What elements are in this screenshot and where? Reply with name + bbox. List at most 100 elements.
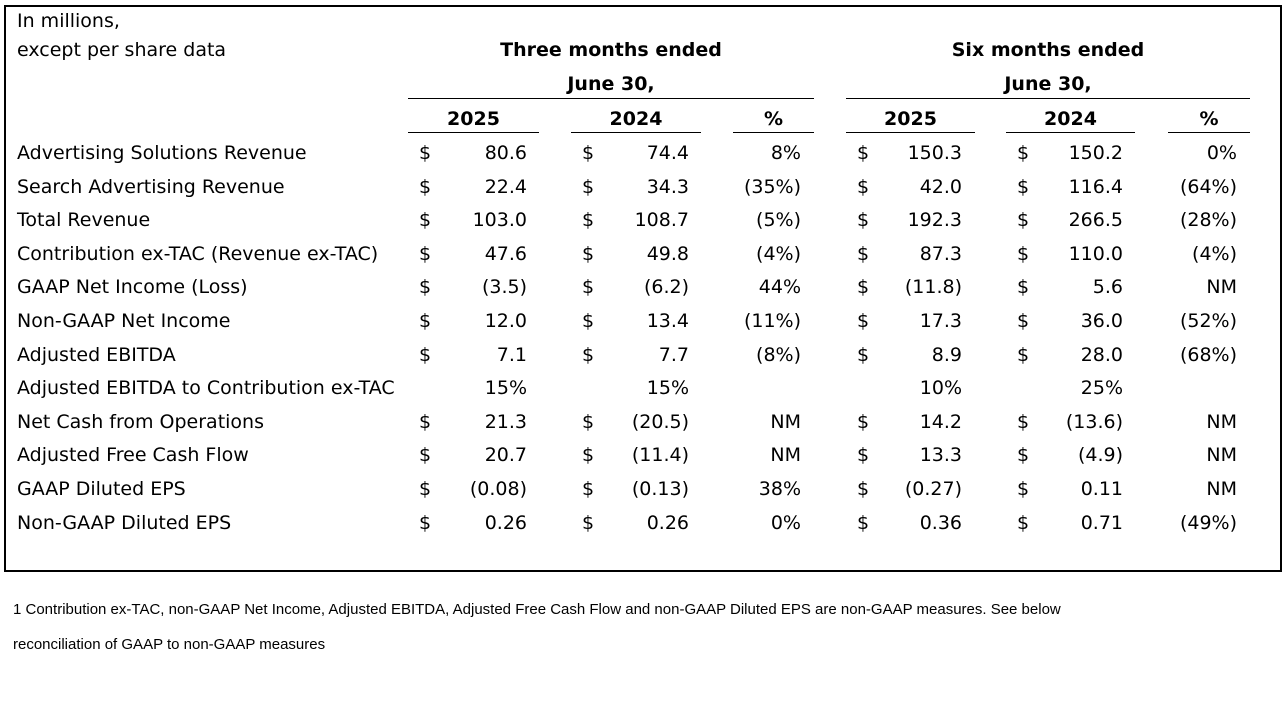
table-cell: 34.3 bbox=[646, 175, 689, 198]
currency-symbol: $ bbox=[1017, 142, 1030, 164]
currency-symbol: $ bbox=[857, 343, 870, 366]
six-months-underline bbox=[846, 98, 1250, 99]
table-cell: 49.8 bbox=[646, 242, 689, 265]
table-cell: 7.1 bbox=[496, 343, 527, 366]
table-cell: (8%) bbox=[756, 343, 801, 366]
currency-symbol: $ bbox=[582, 209, 595, 232]
table-cell: 10% bbox=[919, 377, 962, 400]
column-header-underline bbox=[408, 132, 539, 133]
row-label: Total Revenue bbox=[17, 209, 151, 232]
row-label: Non-GAAP Net Income bbox=[17, 310, 231, 332]
three-months-header: Three months ended bbox=[500, 39, 722, 61]
currency-symbol: $ bbox=[582, 175, 595, 198]
table-cell: NM bbox=[1206, 276, 1237, 299]
table-cell: 150.2 bbox=[1068, 142, 1123, 164]
column-header-5: 2024 bbox=[1044, 108, 1097, 130]
table-cell: (11.8) bbox=[904, 276, 962, 299]
row-label: Non-GAAP Diluted EPS bbox=[17, 511, 232, 534]
row-label: Search Advertising Revenue bbox=[17, 175, 285, 198]
table-cell: (0.27) bbox=[904, 478, 962, 500]
footnote-line2: reconciliation of GAAP to non-GAAP measu… bbox=[13, 636, 326, 653]
table-cell: 192.3 bbox=[907, 209, 962, 232]
table-cell: 0% bbox=[1206, 142, 1237, 164]
currency-symbol: $ bbox=[1017, 511, 1030, 534]
table-cell: 150.3 bbox=[907, 142, 962, 164]
currency-symbol: $ bbox=[1017, 242, 1030, 265]
currency-symbol: $ bbox=[582, 410, 595, 433]
six-months-header: Six months ended bbox=[951, 39, 1145, 61]
table-cell: 13.3 bbox=[919, 444, 962, 467]
currency-symbol: $ bbox=[582, 511, 595, 534]
currency-symbol: $ bbox=[582, 343, 595, 366]
table-cell: (4.9) bbox=[1077, 444, 1123, 467]
table-cell: 0% bbox=[770, 511, 801, 534]
currency-symbol: $ bbox=[857, 209, 870, 232]
table-cell: 47.6 bbox=[484, 242, 527, 265]
table-cell: (68%) bbox=[1179, 343, 1237, 366]
table-cell: 5.6 bbox=[1092, 276, 1123, 299]
column-header-3: % bbox=[763, 108, 784, 130]
table-cell: 80.6 bbox=[484, 142, 527, 164]
table-cell: 0.36 bbox=[919, 511, 962, 534]
currency-symbol: $ bbox=[419, 310, 432, 332]
column-header-1: 2025 bbox=[447, 108, 500, 130]
currency-symbol: $ bbox=[857, 242, 870, 265]
row-label: Adjusted Free Cash Flow bbox=[17, 444, 249, 467]
financial-summary-table bbox=[4, 5, 1282, 572]
row-label: Adjusted EBITDA to Contribution ex-TAC bbox=[17, 377, 395, 400]
table-cell: 42.0 bbox=[919, 175, 962, 198]
table-cell: 13.4 bbox=[646, 310, 689, 332]
currency-symbol: $ bbox=[419, 444, 432, 467]
table-cell: 116.4 bbox=[1068, 175, 1123, 198]
column-header-4: 2025 bbox=[884, 108, 937, 130]
table-cell: (0.13) bbox=[631, 478, 689, 500]
currency-symbol: $ bbox=[419, 276, 432, 299]
table-cell: 87.3 bbox=[919, 242, 962, 265]
column-header-underline bbox=[1006, 132, 1135, 133]
table-cell: (49%) bbox=[1179, 511, 1237, 534]
currency-symbol: $ bbox=[857, 410, 870, 433]
table-cell: 0.71 bbox=[1080, 511, 1123, 534]
currency-symbol: $ bbox=[419, 343, 432, 366]
table-cell: 0.26 bbox=[646, 511, 689, 534]
table-cell: (20.5) bbox=[631, 410, 689, 433]
table-cell: 21.3 bbox=[484, 410, 527, 433]
currency-symbol: $ bbox=[857, 478, 870, 500]
table-cell: 15% bbox=[484, 377, 527, 400]
table-cell: (64%) bbox=[1179, 175, 1237, 198]
row-label: GAAP Net Income (Loss) bbox=[17, 276, 248, 299]
table-cell: NM bbox=[770, 444, 801, 467]
currency-symbol: $ bbox=[419, 410, 432, 433]
table-cell: 12.0 bbox=[484, 310, 527, 332]
currency-symbol: $ bbox=[1017, 209, 1030, 232]
row-label: Net Cash from Operations bbox=[17, 410, 264, 433]
table-cell: 266.5 bbox=[1068, 209, 1123, 232]
table-cell: (5%) bbox=[756, 209, 801, 232]
currency-symbol: $ bbox=[582, 478, 595, 500]
currency-symbol: $ bbox=[1017, 444, 1030, 467]
row-label: GAAP Diluted EPS bbox=[17, 478, 186, 500]
currency-symbol: $ bbox=[419, 142, 432, 164]
currency-symbol: $ bbox=[1017, 343, 1030, 366]
table-cell: NM bbox=[1206, 478, 1237, 500]
currency-symbol: $ bbox=[1017, 175, 1030, 198]
currency-symbol: $ bbox=[1017, 276, 1030, 299]
table-cell: (3.5) bbox=[481, 276, 527, 299]
table-cell: 14.2 bbox=[919, 410, 962, 433]
table-cell: 0.11 bbox=[1080, 478, 1123, 500]
currency-symbol: $ bbox=[419, 478, 432, 500]
table-caption-line2: except per share data bbox=[17, 39, 227, 61]
table-cell: (52%) bbox=[1179, 310, 1237, 332]
currency-symbol: $ bbox=[582, 242, 595, 265]
currency-symbol: $ bbox=[857, 175, 870, 198]
table-cell: (6.2) bbox=[643, 276, 689, 299]
currency-symbol: $ bbox=[857, 444, 870, 467]
currency-symbol: $ bbox=[857, 511, 870, 534]
currency-symbol: $ bbox=[582, 142, 595, 164]
column-header-2: 2024 bbox=[609, 108, 663, 130]
table-caption-line1: In millions, bbox=[17, 10, 120, 32]
column-header-underline bbox=[571, 132, 701, 133]
currency-symbol: $ bbox=[857, 276, 870, 299]
column-header-underline bbox=[1168, 132, 1250, 133]
table-cell: (13.6) bbox=[1065, 410, 1123, 433]
